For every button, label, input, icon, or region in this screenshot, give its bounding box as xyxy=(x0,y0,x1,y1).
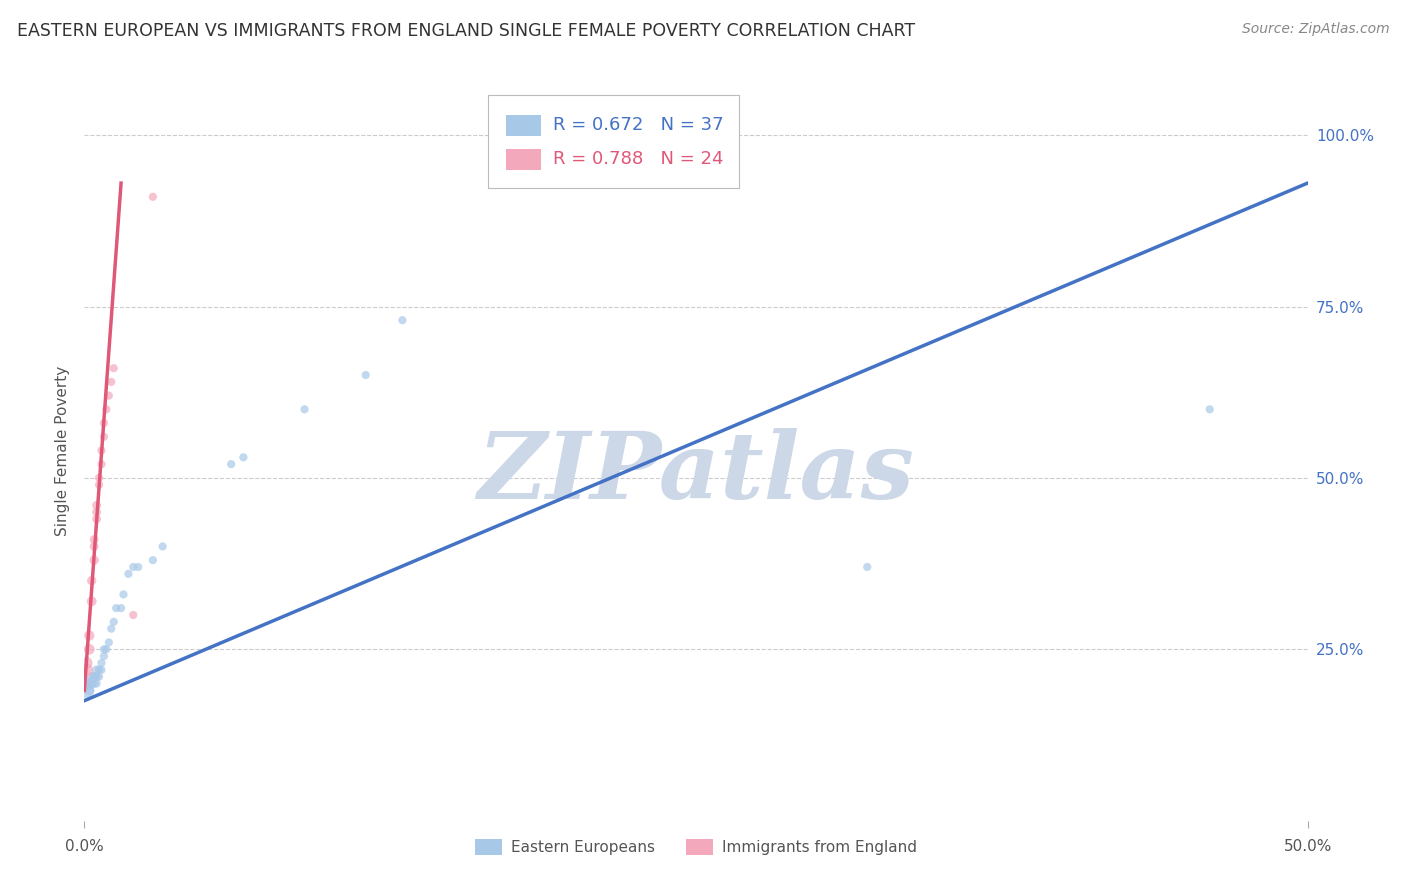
Point xyxy=(103,361,125,376)
Point xyxy=(152,540,174,554)
Point xyxy=(96,642,118,657)
Point xyxy=(100,622,122,636)
Point xyxy=(391,313,413,327)
Point xyxy=(83,670,105,684)
Point xyxy=(103,615,125,629)
Point xyxy=(86,512,108,526)
Point xyxy=(856,560,879,574)
Point xyxy=(83,670,105,684)
Point xyxy=(76,656,98,670)
Point xyxy=(83,553,105,567)
Point xyxy=(93,642,115,657)
Point xyxy=(96,402,118,417)
Point xyxy=(112,587,135,601)
Point xyxy=(90,663,112,677)
Point xyxy=(86,670,108,684)
Y-axis label: Single Female Poverty: Single Female Poverty xyxy=(55,366,70,535)
Point xyxy=(77,676,100,690)
Point xyxy=(80,574,103,588)
Point xyxy=(122,560,145,574)
Point xyxy=(86,505,108,519)
Point xyxy=(80,594,103,608)
Point xyxy=(93,416,115,430)
Point xyxy=(77,628,100,642)
Point xyxy=(90,656,112,670)
Point xyxy=(127,560,149,574)
Point xyxy=(76,683,98,698)
Point xyxy=(105,601,128,615)
Point xyxy=(87,477,110,491)
Point xyxy=(93,430,115,444)
Point xyxy=(87,663,110,677)
Text: ZIPatlas: ZIPatlas xyxy=(478,427,914,517)
Point xyxy=(83,540,105,554)
Point xyxy=(142,190,165,204)
Text: Source: ZipAtlas.com: Source: ZipAtlas.com xyxy=(1241,22,1389,37)
Point xyxy=(110,601,132,615)
Point xyxy=(122,607,145,622)
Text: R = 0.788   N = 24: R = 0.788 N = 24 xyxy=(553,151,723,169)
Point xyxy=(117,566,139,581)
Point xyxy=(87,670,110,684)
Point xyxy=(77,683,100,698)
Point xyxy=(76,676,98,690)
Point xyxy=(86,498,108,512)
Point xyxy=(80,676,103,690)
Point xyxy=(100,375,122,389)
Point xyxy=(219,457,242,471)
Point xyxy=(232,450,254,465)
Point xyxy=(83,676,105,690)
Legend: Eastern Europeans, Immigrants from England: Eastern Europeans, Immigrants from Engla… xyxy=(468,833,924,861)
Text: EASTERN EUROPEAN VS IMMIGRANTS FROM ENGLAND SINGLE FEMALE POVERTY CORRELATION CH: EASTERN EUROPEAN VS IMMIGRANTS FROM ENGL… xyxy=(17,22,915,40)
Point xyxy=(86,663,108,677)
Point xyxy=(76,663,98,677)
Point xyxy=(1198,402,1220,417)
Point xyxy=(83,533,105,547)
FancyBboxPatch shape xyxy=(506,115,541,136)
Point xyxy=(90,443,112,458)
Point xyxy=(354,368,377,382)
Point xyxy=(77,642,100,657)
Point xyxy=(87,471,110,485)
Point xyxy=(80,670,103,684)
FancyBboxPatch shape xyxy=(506,149,541,169)
Point xyxy=(97,389,120,403)
Point xyxy=(93,649,115,664)
Point xyxy=(294,402,316,417)
Point xyxy=(97,635,120,649)
Point xyxy=(142,553,165,567)
Text: R = 0.672   N = 37: R = 0.672 N = 37 xyxy=(553,117,724,135)
Point xyxy=(90,457,112,471)
FancyBboxPatch shape xyxy=(488,95,738,187)
Point xyxy=(86,676,108,690)
